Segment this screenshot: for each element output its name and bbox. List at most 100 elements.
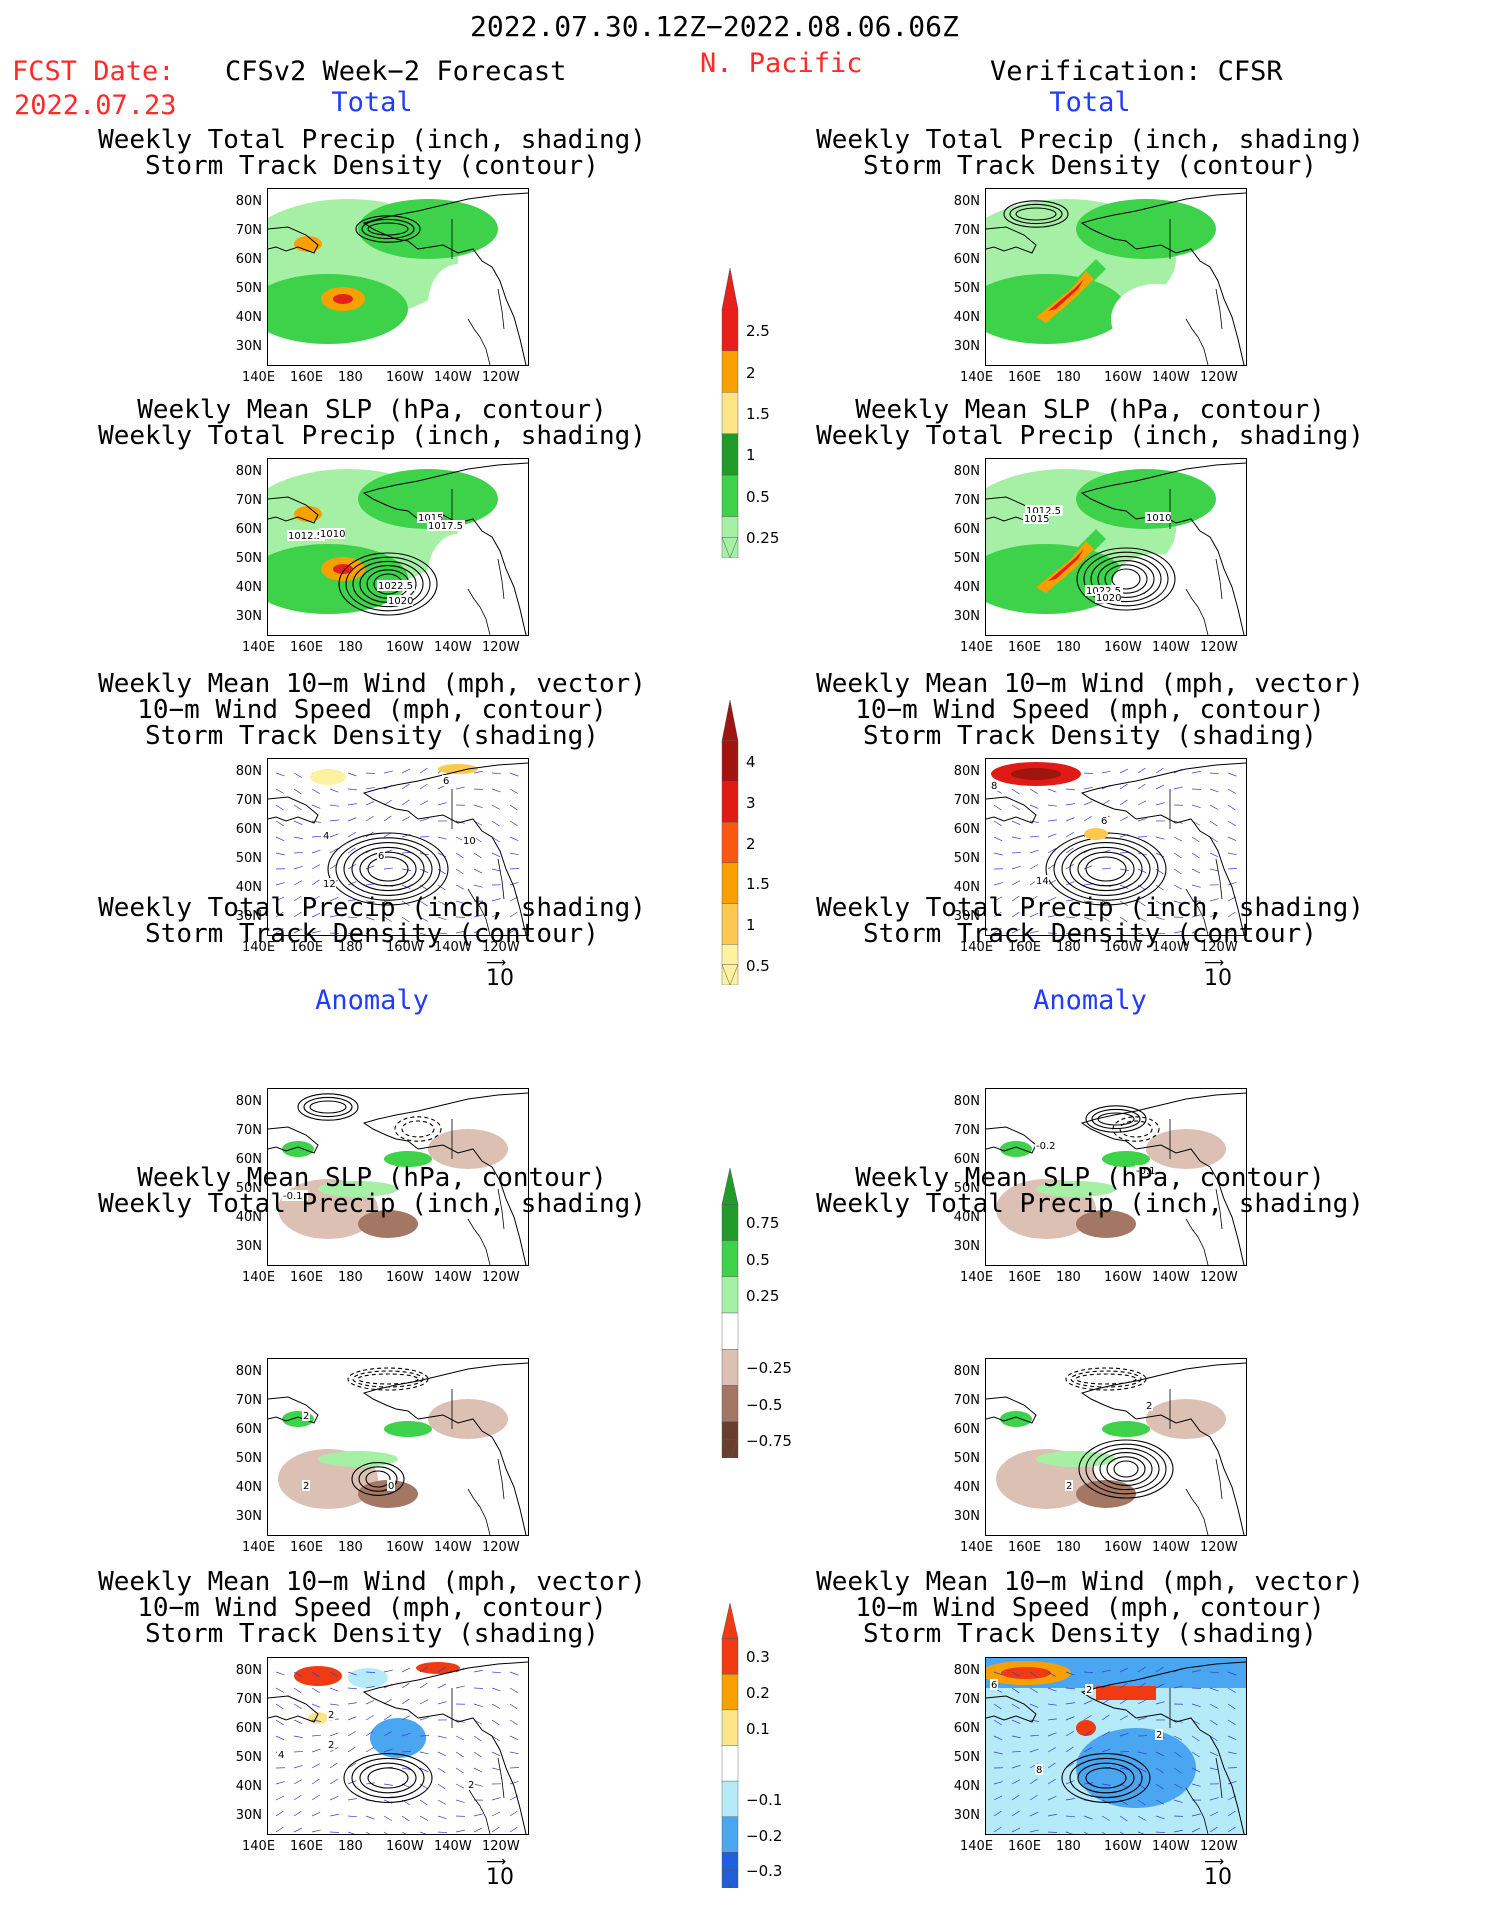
wind-vector bbox=[1011, 820, 1021, 825]
forecast-column: Total Anomaly Weekly Total Precip (inch, s… bbox=[98, 87, 646, 1889]
x-tick-label: 140E bbox=[960, 640, 994, 655]
y-tick-label: 30N bbox=[953, 1509, 980, 1524]
colorbar-top-triangle bbox=[721, 267, 739, 310]
colorbar-segment bbox=[721, 1312, 739, 1350]
panel-title-line: Weekly Mean SLP (hPa, contour) bbox=[855, 1163, 1325, 1193]
wind-vector bbox=[1047, 804, 1057, 807]
colorbar-bottom-triangle bbox=[721, 1439, 739, 1459]
contour-label: 6 bbox=[991, 1680, 997, 1691]
wind-vector bbox=[1155, 1783, 1164, 1790]
wind-vector bbox=[1065, 803, 1075, 806]
y-tick-label: 60N bbox=[953, 522, 980, 537]
wind-vector bbox=[509, 852, 519, 856]
storm-anomaly-neg-contour bbox=[1112, 1116, 1160, 1142]
y-tick-label: 30N bbox=[953, 609, 980, 624]
y-tick-label: 30N bbox=[953, 1239, 980, 1254]
wind-vector bbox=[1047, 1747, 1056, 1753]
wind-vector bbox=[1101, 1783, 1111, 1786]
wind-vector bbox=[347, 916, 357, 919]
y-tick-label: 50N bbox=[235, 281, 262, 296]
map-plot bbox=[268, 192, 528, 365]
wind-vector bbox=[311, 1763, 321, 1769]
wind-vector bbox=[1101, 770, 1111, 774]
colorbar-segment bbox=[721, 433, 739, 476]
slp-anomaly-contour bbox=[358, 1466, 398, 1492]
colorbar-label: 2 bbox=[746, 834, 756, 853]
wind-vector bbox=[455, 786, 465, 790]
wind-vector bbox=[365, 865, 375, 870]
wind-vector bbox=[365, 1815, 375, 1820]
wind-vector bbox=[473, 1669, 483, 1673]
wind-vector bbox=[275, 1671, 285, 1676]
contour-label: 1022.5 bbox=[378, 581, 413, 592]
x-tick-label: 120W bbox=[1200, 640, 1238, 655]
wind-vector bbox=[1227, 1719, 1236, 1726]
wind-vector bbox=[1083, 1730, 1092, 1737]
panel-title-line: Weekly Total Precip (inch, shading) bbox=[816, 893, 1364, 923]
wind-vector bbox=[1083, 1815, 1093, 1820]
vector-reference: ⟶ 10 bbox=[1204, 956, 1232, 990]
x-tick-label: 180 bbox=[338, 1270, 363, 1285]
storm-anomaly-max bbox=[416, 1662, 460, 1674]
wind-vector bbox=[401, 851, 412, 854]
wind-vector bbox=[491, 1671, 501, 1674]
asia-coastline bbox=[986, 1695, 1037, 1723]
contour-label: 2 bbox=[468, 1780, 474, 1791]
dry-anomaly bbox=[1146, 1399, 1226, 1439]
contour-label: 2 bbox=[1146, 1401, 1152, 1412]
y-tick-label: 40N bbox=[953, 310, 980, 325]
wind-vector bbox=[1083, 786, 1093, 790]
y-tick-label: 80N bbox=[235, 194, 262, 209]
colorbar-strip bbox=[721, 699, 739, 986]
wind-vector bbox=[1137, 916, 1146, 922]
x-tick-label: 140W bbox=[434, 940, 472, 955]
y-tick-label: 70N bbox=[235, 1692, 262, 1707]
y-tick-label: 60N bbox=[953, 1152, 980, 1167]
wind-vector bbox=[1101, 1815, 1110, 1821]
wind-vector bbox=[437, 1735, 447, 1739]
coastline bbox=[1080, 1661, 1246, 1834]
wind-vector bbox=[275, 1810, 284, 1817]
wind-vector bbox=[329, 1831, 340, 1833]
wind-vector bbox=[1011, 1671, 1020, 1677]
panel-title-line: Storm Track Density (contour) bbox=[145, 919, 599, 949]
wind-vector bbox=[365, 883, 375, 886]
wind-vector bbox=[1209, 804, 1219, 810]
wind-vector bbox=[993, 927, 1002, 934]
x-tick-label: 140E bbox=[242, 370, 276, 385]
map-plot bbox=[986, 192, 1246, 365]
x-tick-label: 140E bbox=[960, 370, 994, 385]
wind-vector bbox=[1119, 783, 1128, 790]
wind-vector bbox=[329, 1703, 339, 1706]
x-tick-label: 120W bbox=[1200, 1839, 1238, 1854]
wind-vector bbox=[437, 1831, 448, 1834]
wind-vector bbox=[1209, 1797, 1219, 1801]
wind-vector bbox=[383, 867, 393, 870]
wet-anomaly bbox=[318, 1451, 398, 1467]
wind-vector bbox=[1209, 868, 1219, 872]
wind-vector bbox=[1173, 900, 1183, 904]
wind-vector bbox=[1011, 1764, 1021, 1769]
wind-vector bbox=[401, 1698, 410, 1705]
wind-vector bbox=[1083, 772, 1094, 774]
storm-anomaly-max bbox=[1096, 1686, 1156, 1700]
y-tick-label: 40N bbox=[953, 880, 980, 895]
wind-vector bbox=[1101, 1731, 1110, 1737]
wind-vector bbox=[437, 1666, 446, 1673]
wind-vector bbox=[1011, 836, 1021, 840]
slp-contour bbox=[352, 560, 424, 608]
x-tick-label: 140W bbox=[434, 1839, 472, 1854]
wind-vector bbox=[311, 1671, 320, 1678]
wind-vector bbox=[1083, 883, 1093, 886]
wind-vector bbox=[311, 1687, 320, 1693]
contour-label: 1010 bbox=[320, 529, 345, 540]
wind-vector bbox=[1137, 1682, 1146, 1689]
precip-area bbox=[1076, 469, 1216, 529]
wind-vector bbox=[401, 1715, 411, 1721]
wind-vector bbox=[1065, 1815, 1075, 1818]
map-panel: -0.1 bbox=[267, 1088, 529, 1266]
wind-vector bbox=[1155, 1831, 1166, 1834]
y-tick-label: 40N bbox=[235, 310, 262, 325]
wind-vector bbox=[311, 835, 321, 838]
wind-vector bbox=[1119, 868, 1129, 871]
